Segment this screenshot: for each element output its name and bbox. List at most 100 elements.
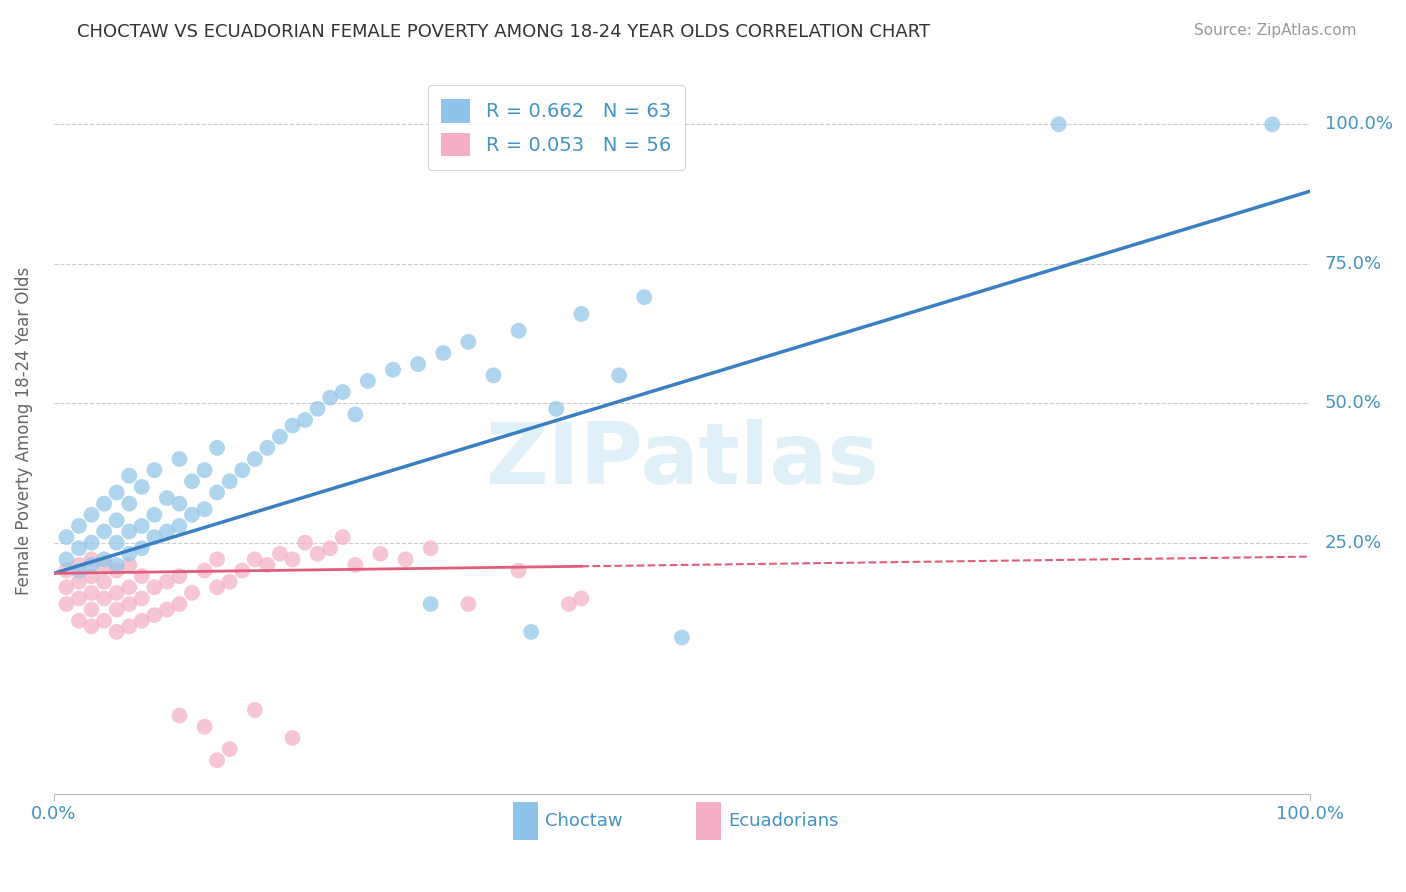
Point — [181, 475, 204, 489]
Point — [205, 441, 228, 455]
Point — [1047, 117, 1070, 131]
Point — [169, 569, 191, 583]
Point — [80, 602, 103, 616]
Point — [118, 547, 141, 561]
Point — [118, 468, 141, 483]
Point — [67, 591, 90, 606]
Point — [131, 480, 153, 494]
Point — [205, 552, 228, 566]
Point — [218, 475, 240, 489]
Point — [80, 508, 103, 522]
Point — [118, 619, 141, 633]
Point — [357, 374, 380, 388]
Point — [281, 552, 304, 566]
Point — [105, 558, 128, 572]
Point — [67, 541, 90, 556]
Point — [193, 720, 215, 734]
Point — [67, 574, 90, 589]
Point — [432, 346, 454, 360]
Text: 100.0%: 100.0% — [1324, 115, 1393, 133]
Point — [131, 591, 153, 606]
Text: 25.0%: 25.0% — [1324, 533, 1382, 551]
Text: Ecuadorians: Ecuadorians — [728, 812, 839, 830]
Point — [370, 547, 392, 561]
Point — [382, 363, 405, 377]
Point — [131, 541, 153, 556]
Point — [55, 580, 77, 594]
Point — [93, 558, 115, 572]
Text: Choctaw: Choctaw — [546, 812, 623, 830]
Point — [105, 485, 128, 500]
Point — [169, 519, 191, 533]
Point — [520, 624, 543, 639]
Point — [344, 558, 367, 572]
Point — [633, 290, 655, 304]
Y-axis label: Female Poverty Among 18-24 Year Olds: Female Poverty Among 18-24 Year Olds — [15, 267, 32, 595]
Point — [482, 368, 505, 383]
Text: CHOCTAW VS ECUADORIAN FEMALE POVERTY AMONG 18-24 YEAR OLDS CORRELATION CHART: CHOCTAW VS ECUADORIAN FEMALE POVERTY AMO… — [77, 23, 931, 41]
Text: 75.0%: 75.0% — [1324, 255, 1382, 273]
Point — [394, 552, 416, 566]
Point — [205, 753, 228, 767]
Point — [67, 519, 90, 533]
Point — [156, 574, 179, 589]
Point — [256, 441, 278, 455]
Point — [218, 742, 240, 756]
Point — [332, 385, 354, 400]
Point — [93, 574, 115, 589]
Legend: R = 0.662   N = 63, R = 0.053   N = 56: R = 0.662 N = 63, R = 0.053 N = 56 — [427, 86, 685, 169]
Point — [67, 558, 90, 572]
Point — [181, 508, 204, 522]
Point — [55, 597, 77, 611]
Point — [93, 614, 115, 628]
Point — [344, 408, 367, 422]
Point — [243, 552, 266, 566]
Point — [143, 508, 166, 522]
Point — [169, 597, 191, 611]
Point — [55, 564, 77, 578]
Point — [105, 602, 128, 616]
Point — [294, 535, 316, 549]
Point — [67, 564, 90, 578]
Point — [93, 497, 115, 511]
Point — [55, 530, 77, 544]
Point — [105, 624, 128, 639]
Point — [67, 614, 90, 628]
Text: Source: ZipAtlas.com: Source: ZipAtlas.com — [1194, 23, 1357, 38]
Point — [307, 401, 329, 416]
Point — [546, 401, 568, 416]
Point — [105, 513, 128, 527]
Point — [93, 552, 115, 566]
Point — [181, 586, 204, 600]
Point — [118, 497, 141, 511]
Point — [269, 547, 291, 561]
Point — [118, 597, 141, 611]
Text: ZIPatlas: ZIPatlas — [485, 418, 879, 501]
Point — [80, 535, 103, 549]
Point — [193, 502, 215, 516]
Point — [1261, 117, 1284, 131]
Point — [80, 619, 103, 633]
Point — [131, 614, 153, 628]
Point — [319, 541, 342, 556]
Point — [419, 597, 441, 611]
Point — [80, 558, 103, 572]
Point — [118, 580, 141, 594]
Point — [169, 497, 191, 511]
Point — [571, 307, 593, 321]
Point — [93, 591, 115, 606]
Point — [131, 569, 153, 583]
Point — [93, 524, 115, 539]
Point — [281, 731, 304, 745]
Point — [80, 586, 103, 600]
Point — [156, 524, 179, 539]
Point — [508, 564, 530, 578]
Point — [156, 491, 179, 505]
Point — [131, 519, 153, 533]
Point — [169, 452, 191, 467]
Point — [558, 597, 581, 611]
Point — [281, 418, 304, 433]
Point — [169, 708, 191, 723]
Point — [332, 530, 354, 544]
Point — [319, 391, 342, 405]
